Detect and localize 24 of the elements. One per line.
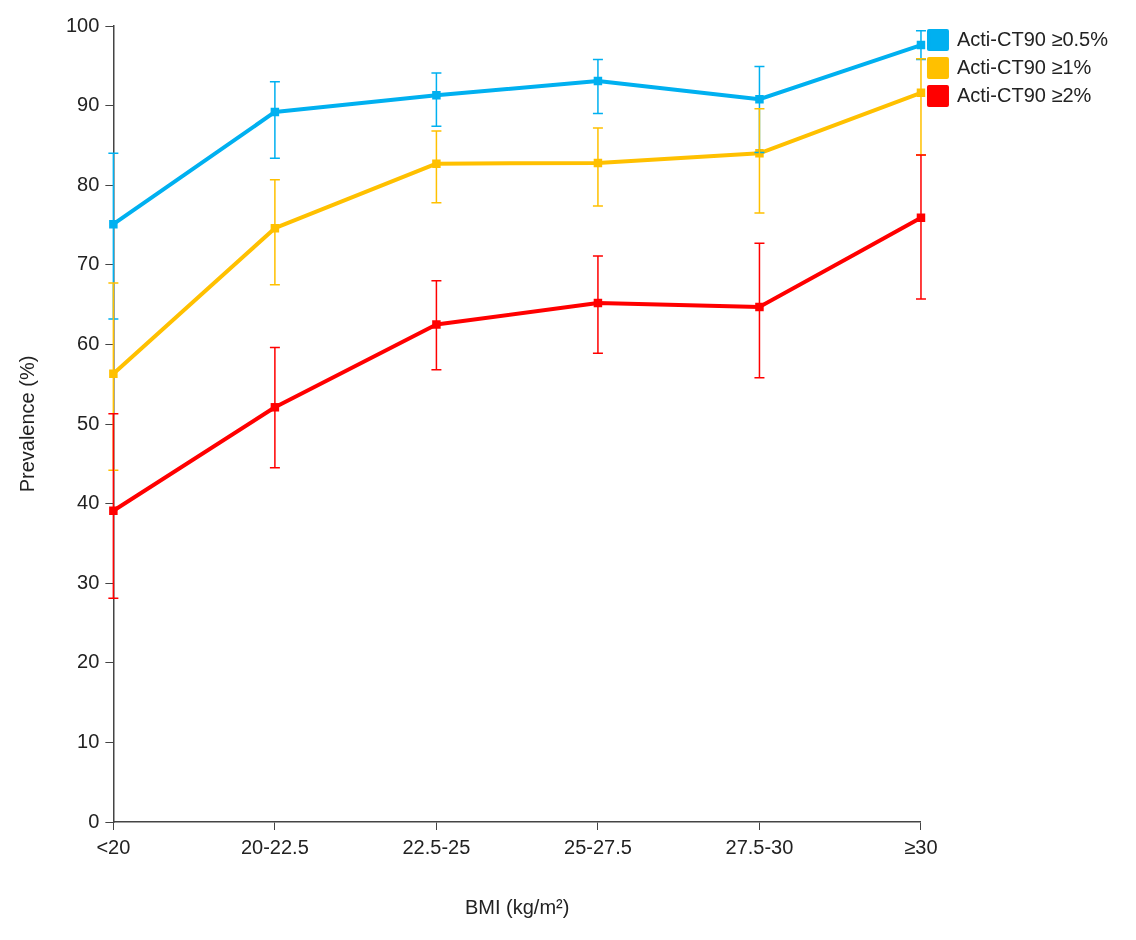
point [432, 320, 441, 329]
y-tick-label: 90 [77, 93, 100, 116]
y-tick-label: 10 [77, 729, 100, 752]
y-tick-label: 30 [77, 570, 100, 593]
x-tick-label: <20 [96, 835, 131, 858]
x-tick-label: 27.5-30 [725, 835, 794, 858]
x-tick-label: 22.5-25 [402, 835, 471, 858]
y-tick-label: 50 [77, 411, 100, 434]
x-tick-label: 20-22.5 [240, 835, 309, 858]
y-tick-label: 70 [77, 252, 100, 275]
y-axis-title: Prevalence (%) [15, 355, 38, 493]
y-tick-label: 80 [77, 172, 100, 195]
y-tick-label: 20 [77, 650, 100, 673]
point [432, 159, 441, 168]
y-tick-label: 100 [65, 13, 100, 36]
y-tick-label: 60 [77, 331, 100, 354]
legend-label: Acti-CT90 ≥0.5% [956, 27, 1109, 50]
legend-label: Acti-CT90 ≥2% [956, 83, 1092, 106]
y-tick-label: 0 [88, 809, 100, 832]
x-axis-title: BMI (kg/m²) [464, 895, 570, 918]
legend-label: Acti-CT90 ≥1% [956, 55, 1092, 78]
x-tick-label: 25-27.5 [564, 835, 632, 858]
x-tick-label: ≥30 [904, 835, 938, 858]
y-tick-label: 40 [77, 491, 100, 514]
